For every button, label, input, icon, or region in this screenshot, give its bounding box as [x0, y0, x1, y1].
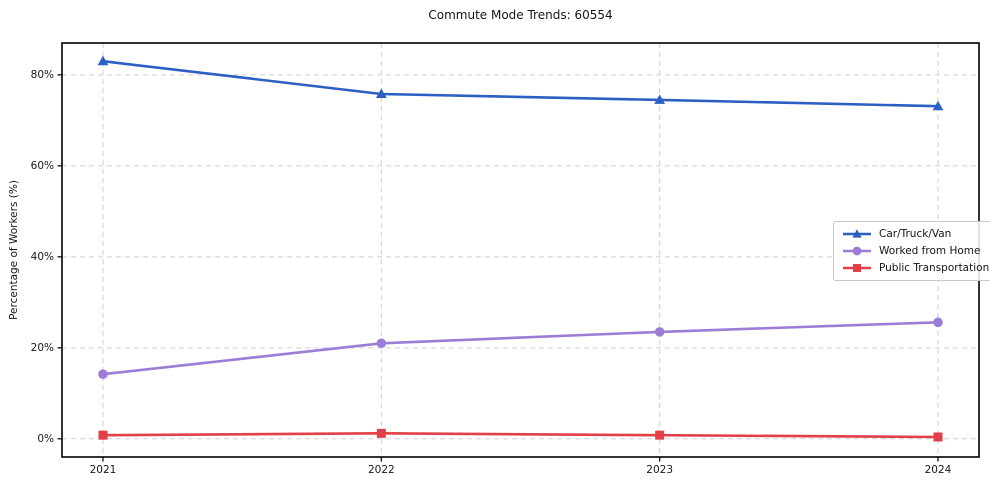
triangle-marker: [654, 94, 666, 104]
x-tick-label: 2021: [89, 464, 117, 476]
square-marker: [933, 432, 943, 442]
series-line: [101, 321, 940, 376]
circle-legend-marker-icon: [843, 246, 871, 256]
legend-item: Public Transportation: [842, 261, 989, 275]
series-line: [101, 432, 940, 439]
legend-label: Car/Truck/Van: [879, 228, 952, 240]
square-marker: [655, 430, 665, 440]
chart-title: Commute Mode Trends: 60554: [428, 8, 613, 22]
y-tick-label: 80%: [30, 68, 54, 81]
y-tick-label: 20%: [30, 341, 54, 354]
legend-item: Worked from Home: [842, 244, 989, 258]
circle-marker: [376, 338, 387, 349]
y-tick-label: 0%: [37, 432, 54, 445]
x-tick-label: 2024: [924, 464, 952, 476]
x-tick-label: 2023: [646, 464, 674, 476]
square-legend-marker-icon: [843, 264, 871, 272]
legend-item: Car/Truck/Van: [842, 227, 989, 241]
x-tick-label: 2022: [367, 464, 395, 476]
circle-marker: [933, 317, 943, 328]
triangle-marker: [375, 88, 387, 98]
y-tick-label: 40%: [30, 250, 54, 263]
triangle-marker: [97, 55, 109, 66]
square-marker: [98, 430, 108, 440]
legend: Car/Truck/Van Worked from Home Public Tran…: [833, 221, 990, 281]
circle-marker: [654, 327, 665, 337]
legend-label: Public Transportation: [879, 262, 990, 274]
series-line: [101, 59, 940, 108]
square-marker: [376, 428, 386, 438]
y-tick-label: 60%: [30, 159, 54, 172]
triangle-marker: [932, 100, 944, 111]
legend-label: Worked from Home: [879, 245, 981, 257]
circle-marker: [98, 369, 108, 380]
triangle-legend-marker-icon: [843, 229, 871, 238]
